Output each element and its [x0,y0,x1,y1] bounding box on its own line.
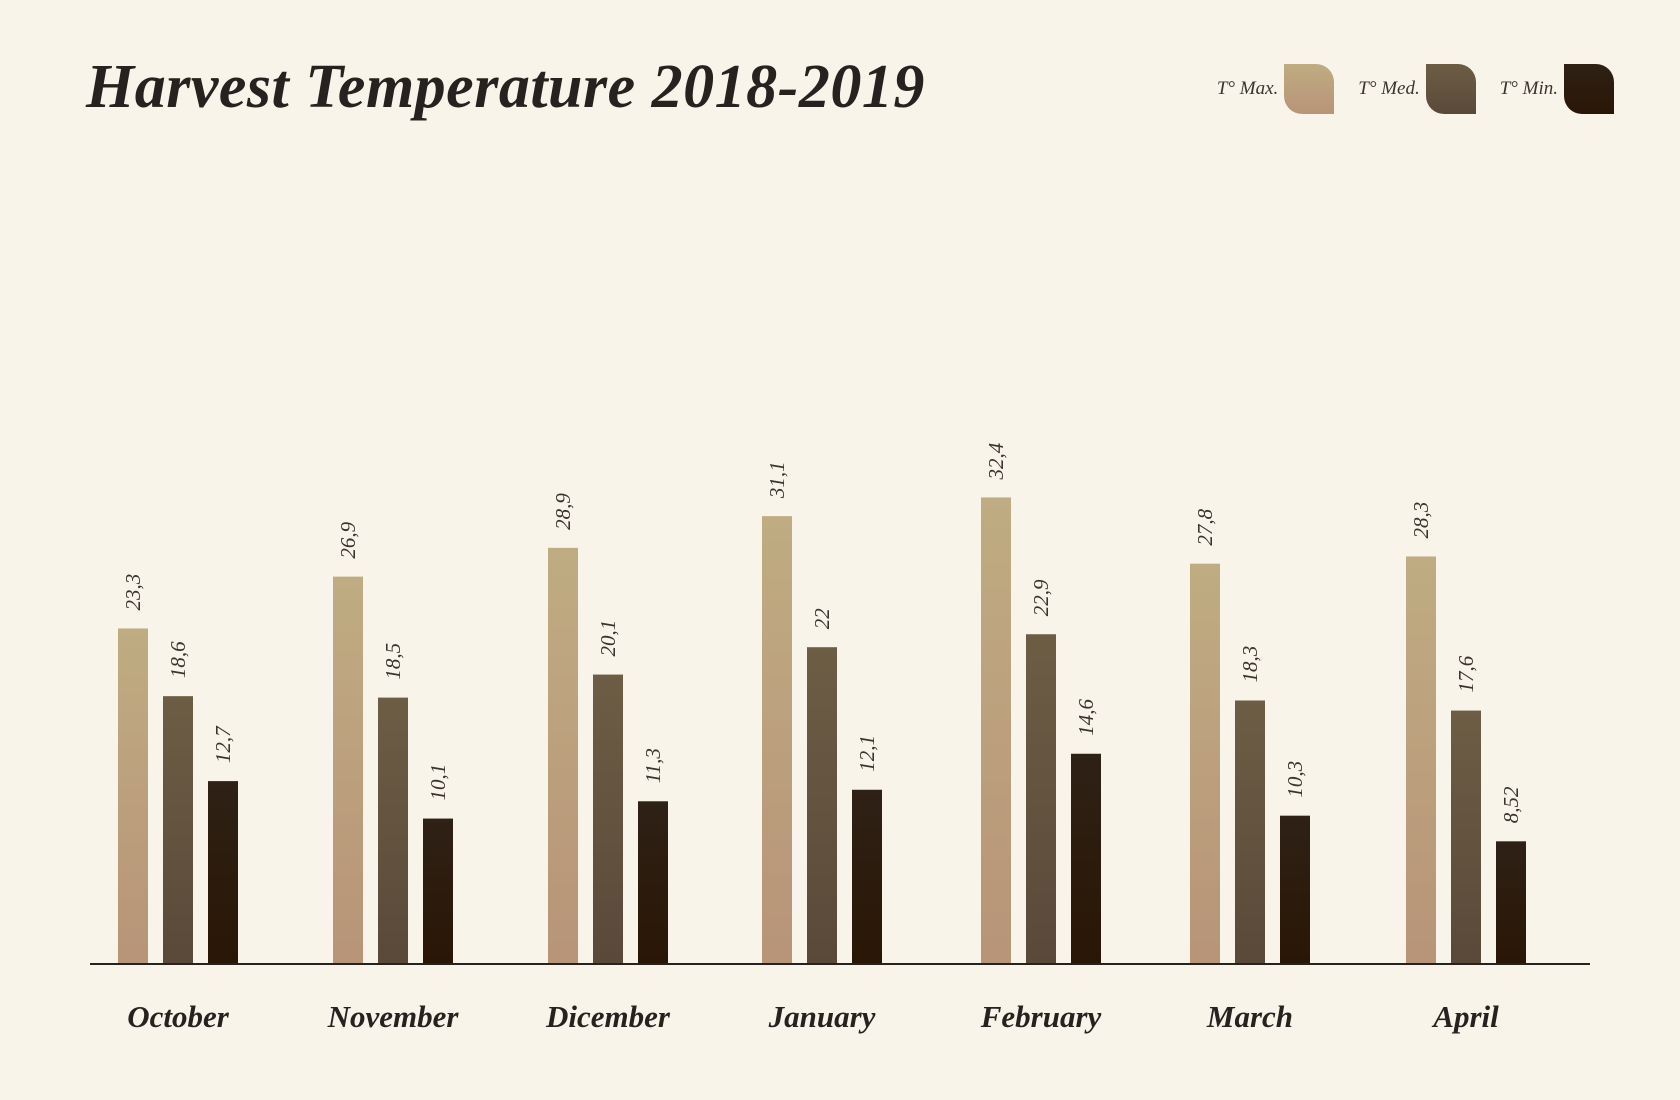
legend-swatch-max [1284,64,1335,114]
data-label-dicember-series-2: 11,3 [641,748,665,783]
legend-item-max: T° Max. [1216,64,1335,114]
data-label-dicember-series-1: 20,1 [596,620,620,657]
data-label-dicember-series-0: 28,9 [551,493,575,530]
data-label-february-series-1: 22,9 [1029,579,1053,616]
bar-october-series-0 [118,628,148,964]
bar-march-series-2 [1280,815,1310,964]
data-label-november-series-1: 18,5 [381,643,405,680]
legend-swatch-min [1564,64,1614,114]
legend-item-min: T° Min. [1500,64,1614,114]
bar-february-series-2 [1071,753,1101,964]
data-label-march-series-0: 27,8 [1193,508,1217,545]
bar-november-series-0 [333,576,363,964]
x-tick-label-october: October [127,999,230,1034]
data-label-february-series-0: 32,4 [984,442,1008,480]
x-tick-label-dicember: Dicember [545,999,671,1034]
data-label-february-series-2: 14,6 [1074,699,1098,736]
bar-dicember-series-1 [593,674,623,964]
data-label-october-series-0: 23,3 [121,574,145,611]
data-label-january-series-1: 22 [810,608,834,630]
data-label-november-series-0: 26,9 [336,521,360,558]
bar-november-series-2 [423,818,453,964]
data-label-november-series-2: 10,1 [426,764,450,801]
legend-label-med: T° Med. [1358,78,1420,99]
legend-item-med: T° Med. [1358,64,1476,114]
x-tick-label-april: April [1431,999,1499,1034]
x-tick-label-november: November [327,999,460,1034]
data-label-january-series-2: 12,1 [855,735,879,772]
bar-dicember-series-2 [638,801,668,964]
data-label-april-series-0: 28,3 [1409,502,1433,539]
bar-dicember-series-0 [548,547,578,964]
bar-january-series-2 [852,789,882,964]
data-label-october-series-1: 18,6 [166,641,190,678]
legend: T° Max. T° Med. T° Min. [1193,64,1614,114]
bar-april-series-2 [1496,841,1526,964]
bar-february-series-0 [981,497,1011,964]
legend-label-max: T° Max. [1216,78,1279,99]
bar-november-series-1 [378,697,408,964]
x-tick-label-february: February [980,999,1102,1034]
bar-march-series-0 [1190,563,1220,964]
legend-swatch-med [1425,64,1476,114]
bar-april-series-1 [1451,710,1481,964]
data-label-january-series-0: 31,1 [765,461,789,499]
bar-january-series-1 [807,647,837,964]
x-tick-label-march: March [1206,999,1293,1034]
x-tick-label-january: January [768,999,876,1034]
bar-march-series-1 [1235,700,1265,964]
data-label-october-series-2: 12,7 [211,725,235,763]
bar-october-series-2 [208,781,238,964]
bar-october-series-1 [163,696,193,964]
bar-february-series-1 [1026,634,1056,964]
data-label-april-series-2: 8,52 [1499,786,1523,823]
legend-label-min: T° Min. [1499,78,1558,99]
data-label-april-series-1: 17,6 [1454,655,1478,692]
chart-title: Harvest Temperature 2018-2019 [86,53,925,121]
data-label-march-series-2: 10,3 [1283,761,1307,798]
data-label-march-series-1: 18,3 [1238,646,1262,683]
bar-april-series-0 [1406,556,1436,964]
bar-january-series-0 [762,516,792,964]
